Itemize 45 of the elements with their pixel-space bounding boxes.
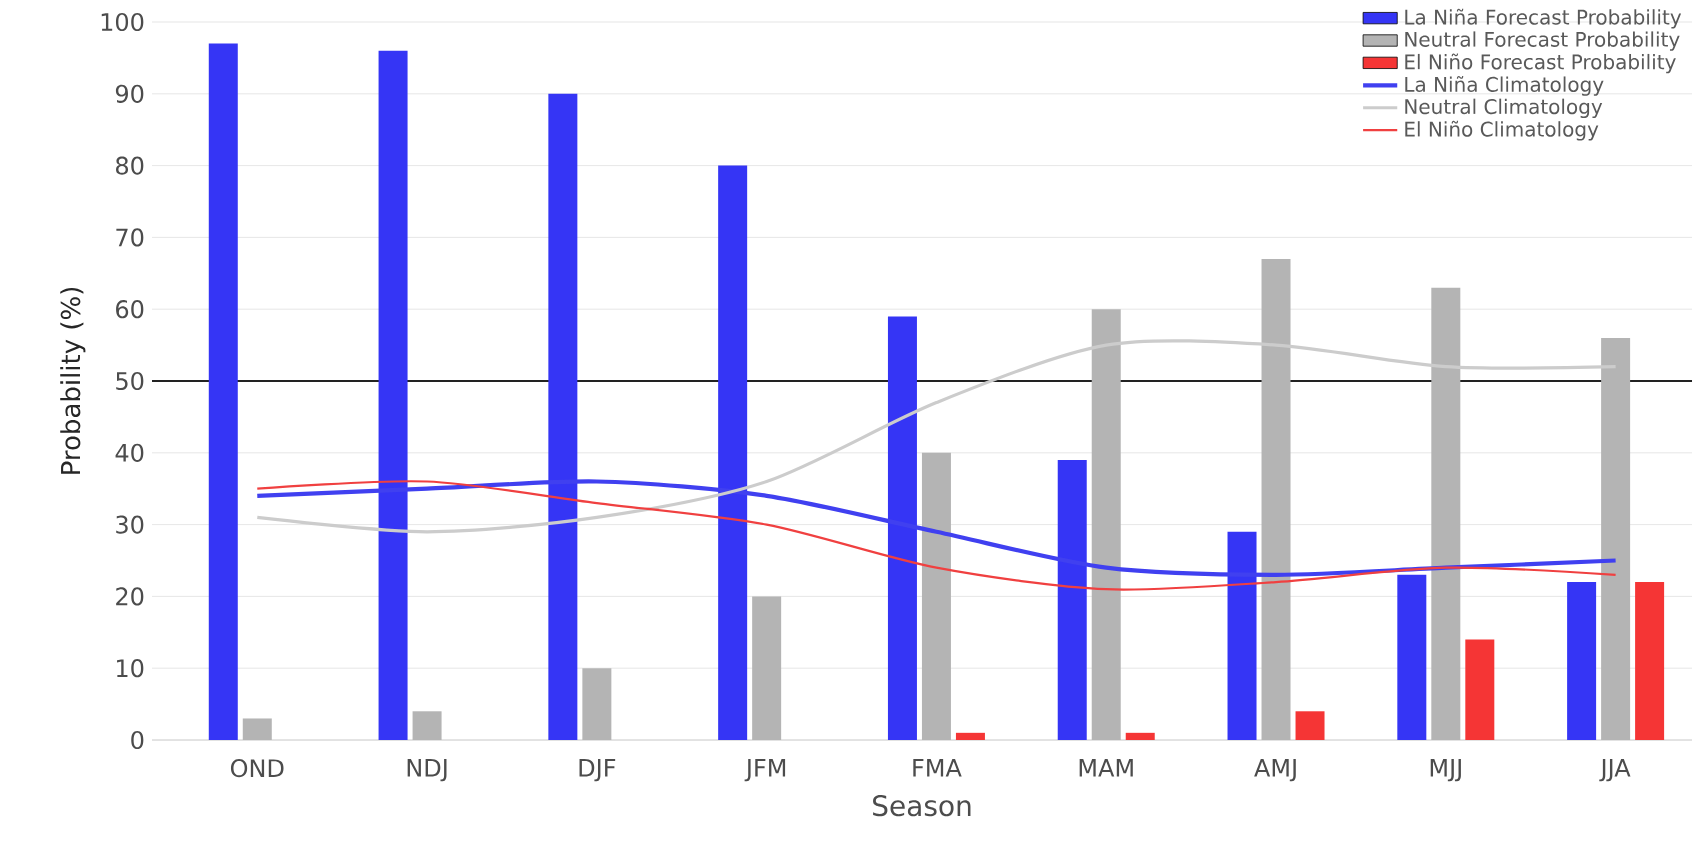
bar (582, 668, 612, 740)
legend-label: El Niño Forecast Probability (1405, 53, 1676, 74)
y-tick-label: 80 (116, 156, 144, 175)
x-tick-label: AMJ (1254, 759, 1296, 782)
y-tick-label: 10 (117, 659, 144, 678)
x-tick-label: NDJ (407, 759, 447, 782)
bar (412, 711, 442, 740)
bar (1567, 582, 1597, 740)
y-tick-label: 70 (116, 228, 144, 247)
y-tick-label: 20 (116, 587, 144, 606)
bar (921, 452, 951, 740)
x-axis-title: Season (873, 795, 971, 817)
bar (1295, 711, 1325, 740)
legend-label: Neutral Forecast Probability (1405, 31, 1680, 51)
bar (1125, 732, 1155, 740)
legend-label: Neutral Climatology (1405, 98, 1603, 119)
x-tick-label: MAM (1079, 759, 1133, 777)
y-axis-title: Probability (%) (60, 287, 86, 474)
bar (1465, 639, 1495, 740)
bar (955, 732, 985, 740)
legend-label: El Niño Climatology (1405, 120, 1599, 141)
legend-label: La Niña Climatology (1405, 76, 1604, 96)
bar (752, 596, 782, 740)
y-tick-label: 90 (115, 84, 144, 103)
x-tick-label: MJJ (1430, 759, 1461, 782)
y-tick-label: 40 (115, 443, 144, 462)
bar (1261, 258, 1291, 740)
bar (1601, 337, 1631, 740)
x-tick-label: OND (230, 759, 284, 778)
bar (1431, 287, 1461, 740)
x-tick-label: FMA (913, 759, 962, 777)
bar (1635, 582, 1665, 740)
bar (1397, 574, 1427, 740)
bar (1091, 309, 1121, 740)
y-tick-label: 30 (116, 515, 144, 534)
x-tick-label: JJA (1599, 759, 1631, 782)
x-tick-label: DJF (579, 759, 616, 782)
y-tick-label: 50 (116, 371, 144, 391)
bar (208, 43, 238, 740)
y-tick-label: 100 (101, 12, 144, 32)
x-tick-label: JFM (744, 759, 786, 782)
y-tick-label: 60 (116, 300, 144, 319)
bar (242, 718, 272, 740)
legend-label: La Niña Forecast Probability (1405, 8, 1682, 29)
y-tick-label: 0 (131, 730, 144, 750)
